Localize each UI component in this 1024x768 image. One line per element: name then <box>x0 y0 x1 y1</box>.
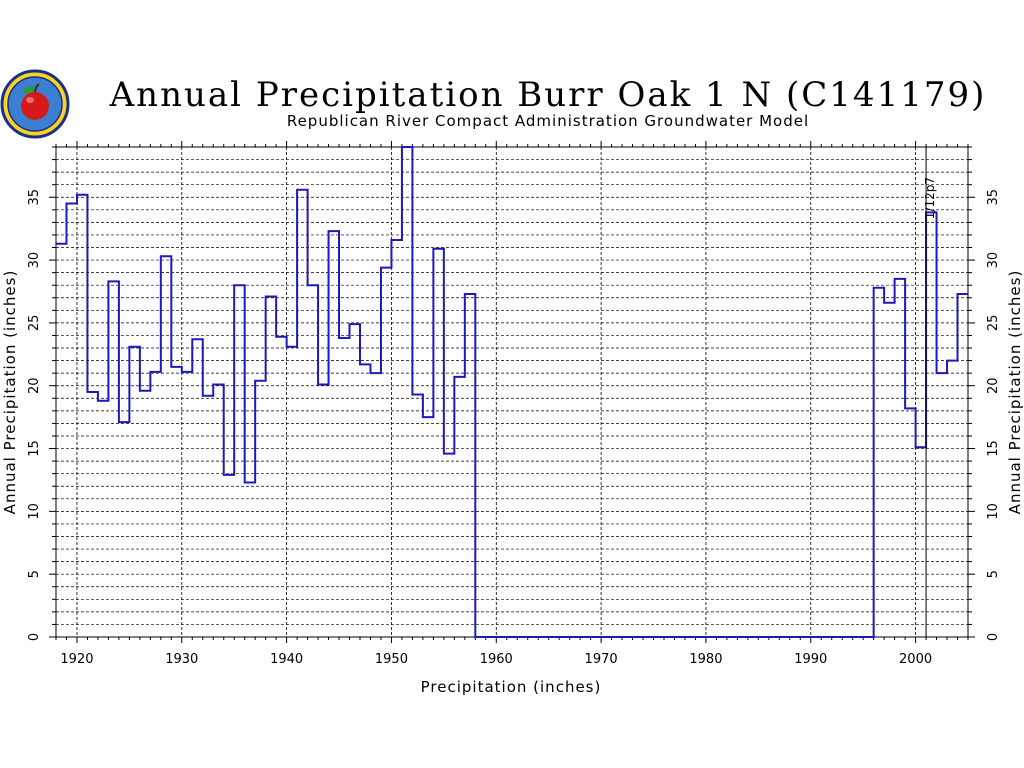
axis-ticks <box>49 141 975 643</box>
y-tick-label-right: 35 <box>986 189 1001 206</box>
y-tick-label-right: 0 <box>986 633 1001 641</box>
annotation-marker: 1/12p7 <box>923 147 937 637</box>
x-tick-label: 1990 <box>794 652 827 667</box>
seal-logo-icon <box>0 69 70 139</box>
y-tick-label-left: 10 <box>27 503 42 520</box>
y-tick-label-right: 5 <box>986 570 1001 578</box>
x-tick-label: 1950 <box>375 652 408 667</box>
y-tick-label-left: 5 <box>27 570 42 578</box>
precipitation-series-line <box>56 146 968 638</box>
y-tick-label-left: 25 <box>27 315 42 332</box>
x-tick-label: 2000 <box>899 652 932 667</box>
plot-frame <box>55 146 969 638</box>
y-tick-label-left: 30 <box>27 252 42 269</box>
y-axis-label-right: Annual Precipitation (inches) <box>1006 270 1024 515</box>
y-tick-label-left: 0 <box>27 633 42 641</box>
grid-lines <box>56 147 968 637</box>
x-tick-labels: 1920 1930 1940 1950 1960 1970 1980 1990 2000 <box>60 652 932 667</box>
y-tick-label-right: 25 <box>986 315 1001 332</box>
x-axis-label: Precipitation (inches) <box>421 678 602 696</box>
annotation-label: 1/12p7 <box>923 177 937 219</box>
y-tick-labels: 0 0 5 5 10 10 15 15 20 20 25 25 30 30 35 35 <box>27 189 1001 641</box>
chart-title: Annual Precipitation Burr Oak 1 N (C1411… <box>109 75 987 115</box>
chart-subtitle: Republican River Compact Administration … <box>287 112 809 130</box>
y-tick-label-left: 15 <box>27 440 42 457</box>
x-tick-label: 1930 <box>165 652 198 667</box>
x-tick-label: 1960 <box>480 652 513 667</box>
y-tick-label-right: 15 <box>986 440 1001 457</box>
y-tick-label-right: 20 <box>986 377 1001 394</box>
y-axis-label-left: Annual Precipitation (inches) <box>1 270 19 515</box>
x-tick-label: 1940 <box>270 652 303 667</box>
y-tick-label-left: 20 <box>27 377 42 394</box>
x-tick-label: 1970 <box>585 652 618 667</box>
y-tick-label-right: 30 <box>986 252 1001 269</box>
x-tick-label: 1980 <box>689 652 722 667</box>
y-tick-label-right: 10 <box>986 503 1001 520</box>
x-tick-label: 1920 <box>60 652 93 667</box>
y-tick-label-left: 35 <box>27 189 42 206</box>
